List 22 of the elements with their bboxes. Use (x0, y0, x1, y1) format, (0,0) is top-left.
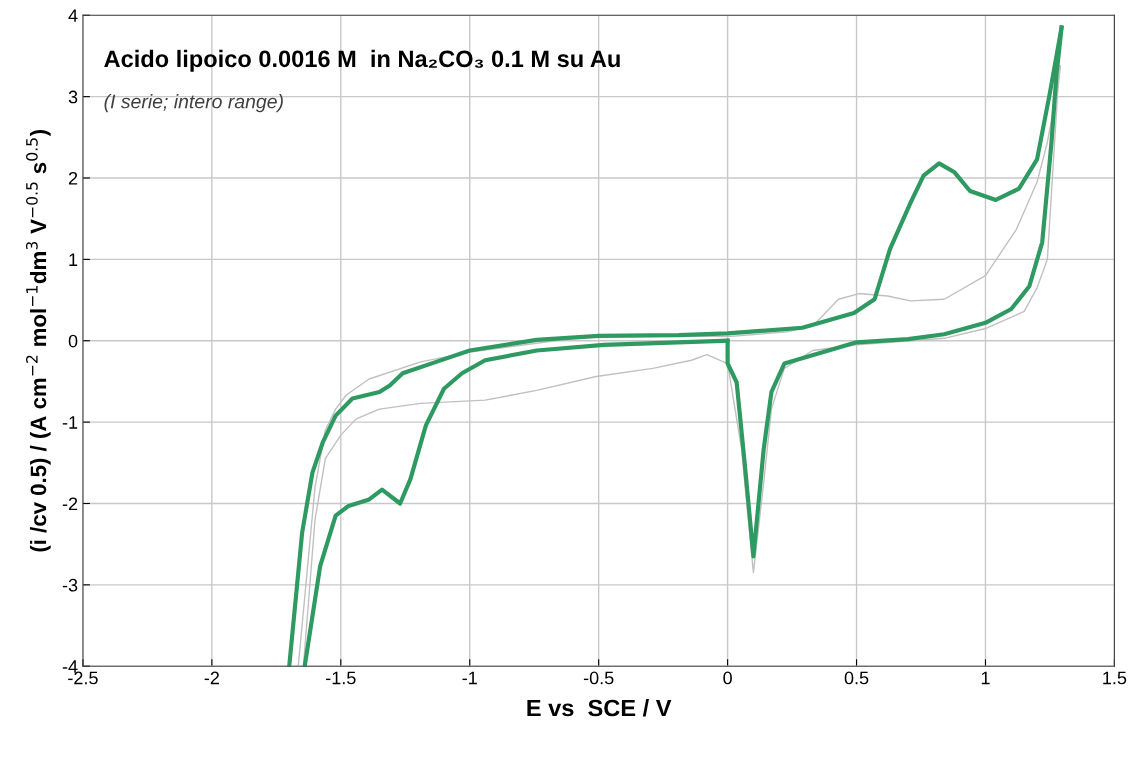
x-tick-label: -2 (204, 671, 219, 685)
x-axis-title: E vs SCE / V (527, 699, 672, 717)
y-tick-label: 2 (68, 171, 78, 185)
y-tick-label: -3 (62, 578, 78, 592)
text: Acido lipoico 0.0016 M in Na₂CO₃ 0.1 M su Au (104, 49, 620, 72)
y-tick-label: -1 (62, 416, 78, 429)
x-tick-label: 1 (981, 671, 990, 685)
y-tick-label: -4 (62, 660, 78, 673)
y-tick-label: 0 (68, 334, 78, 348)
x-tick-label: -0.5 (583, 671, 614, 685)
x-tick-label: 0.5 (844, 671, 869, 685)
text: (i /cv 0.5) / (A cm$^{−2}$ mol$^{−1}$dm$^{3}$ V$^{−0.5}$ s$^{0.5}$) (26, 130, 51, 552)
y-tick-label: 3 (68, 90, 78, 104)
x-tick-label: 1.5 (1103, 671, 1127, 685)
text: (I serie; intero range) (104, 94, 283, 113)
y-tick-label: -2 (62, 497, 78, 511)
x-tick-label: -1.5 (326, 671, 356, 685)
x-tick-label: -2.5 (68, 671, 98, 685)
y-tick-label: 4 (68, 9, 78, 22)
x-tick-label: 0 (723, 671, 732, 685)
y-tick-label: 1 (69, 253, 78, 266)
x-tick-label: -1 (462, 671, 477, 685)
